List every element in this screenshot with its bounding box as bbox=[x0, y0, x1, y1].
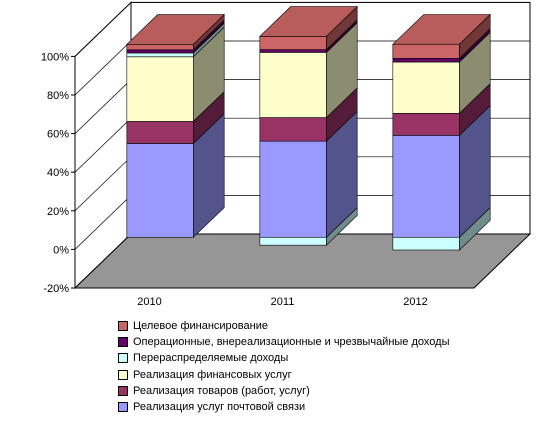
y-tick-label: 80% bbox=[47, 90, 69, 102]
chart-area: -20% 0% 20% 40% 60% 80% 100% 2010 2011 2012 bbox=[41, 1, 532, 308]
bar-front bbox=[259, 140, 327, 238]
x-tick-label: 2011 bbox=[271, 296, 295, 308]
bar-front bbox=[392, 61, 460, 114]
x-tick-label: 2010 bbox=[137, 296, 161, 308]
bar-front bbox=[392, 43, 460, 59]
bar-segment bbox=[392, 31, 491, 115]
bar-front bbox=[126, 56, 194, 122]
bar-front bbox=[392, 135, 460, 238]
legend-item: Реализация товаров (работ, услуг) bbox=[118, 383, 548, 399]
gridline bbox=[74, 2, 530, 57]
y-tick-label: 20% bbox=[47, 206, 69, 218]
bar-front bbox=[259, 36, 327, 50]
legend-swatch bbox=[118, 337, 128, 348]
bar-front bbox=[126, 43, 194, 51]
legend-item: Операционные, внереализационные и чрезвы… bbox=[118, 334, 548, 350]
y-tick-label: 100% bbox=[41, 51, 69, 63]
legend: Целевое финансирование Операционные, внер… bbox=[118, 318, 548, 415]
bar-front bbox=[392, 58, 460, 63]
legend-item: Реализация финансовых услуг bbox=[118, 367, 548, 383]
legend-item: Целевое финансирование bbox=[118, 318, 548, 334]
bar-segment bbox=[126, 26, 225, 123]
bar-segment bbox=[259, 110, 358, 239]
y-axis: -20% 0% 20% 40% 60% 80% 100% bbox=[41, 51, 76, 295]
bar-segment bbox=[392, 82, 491, 137]
bar-front bbox=[126, 52, 194, 58]
legend-label: Целевое финансирование bbox=[133, 320, 268, 333]
x-tick-label: 2012 bbox=[403, 296, 427, 308]
bar-top bbox=[392, 14, 491, 45]
legend-item: Реализация услуг почтовой связи bbox=[118, 399, 548, 415]
bar-segment bbox=[126, 13, 225, 51]
bar-front bbox=[259, 49, 327, 53]
legend-swatch bbox=[118, 321, 128, 332]
bar-top bbox=[259, 6, 358, 37]
legend-item: Перераспределяемые доходы bbox=[118, 350, 548, 366]
bar-top bbox=[126, 14, 225, 45]
bar-segment bbox=[392, 13, 491, 60]
legend-swatch bbox=[118, 385, 128, 396]
bar-front bbox=[259, 52, 327, 118]
legend-swatch bbox=[118, 353, 128, 364]
legend-label: Перераспределяемые доходы bbox=[133, 352, 289, 365]
legend-label: Реализация финансовых услуг bbox=[133, 368, 292, 381]
bar-front bbox=[259, 236, 327, 246]
x-axis: 2010 2011 2012 bbox=[137, 296, 427, 308]
y-tick-label: 40% bbox=[47, 167, 69, 179]
bar-front bbox=[392, 236, 460, 251]
bar-front bbox=[126, 143, 194, 238]
legend-label: Операционные, внереализационные и чрезвы… bbox=[133, 336, 450, 349]
bar-front bbox=[126, 49, 194, 54]
legend-swatch bbox=[118, 402, 128, 413]
y-tick-label: 0% bbox=[53, 244, 69, 256]
bar-segment bbox=[259, 21, 358, 119]
bars bbox=[126, 5, 491, 251]
bar-front bbox=[126, 121, 194, 144]
bar-front bbox=[259, 117, 327, 142]
legend-label: Реализация товаров (работ, услуг) bbox=[133, 384, 310, 397]
y-tick-label: -20% bbox=[43, 283, 69, 295]
y-tick-label: 60% bbox=[47, 129, 69, 141]
bar-segment bbox=[259, 5, 358, 51]
bar-segment bbox=[392, 104, 491, 239]
legend-label: Реализация услуг почтовой связи bbox=[133, 401, 306, 414]
bar-front bbox=[392, 113, 460, 136]
legend-swatch bbox=[118, 369, 128, 380]
